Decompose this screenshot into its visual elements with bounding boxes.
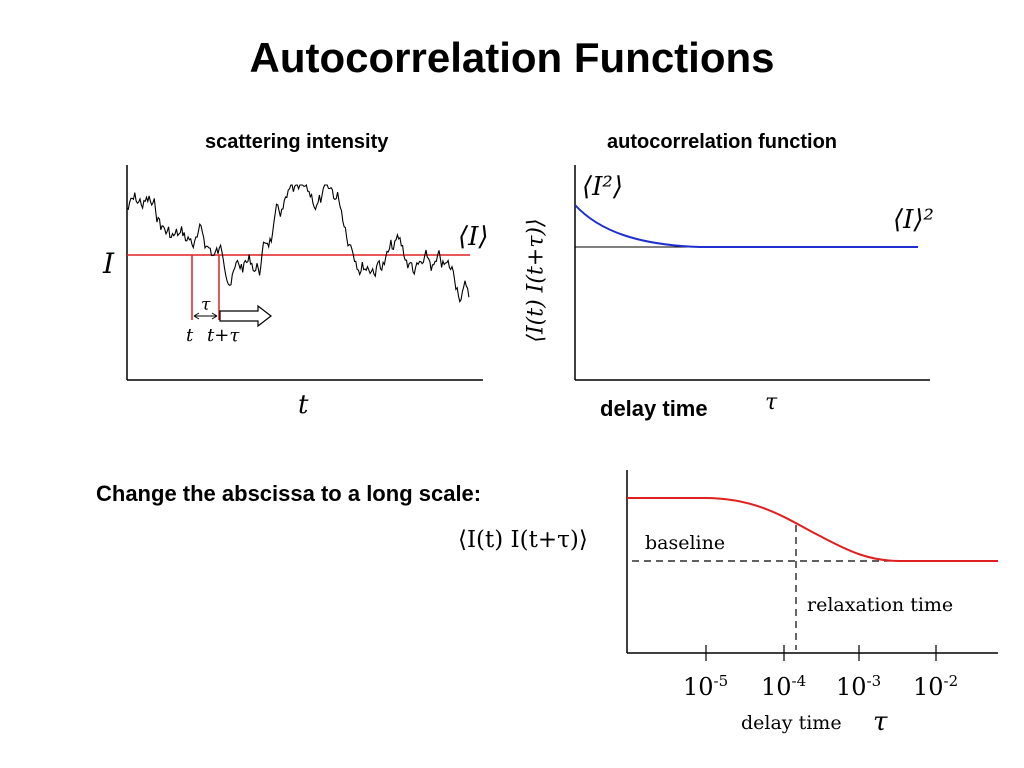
shift-arrow-icon (219, 304, 272, 328)
relaxation-time-label: relaxation time (807, 594, 954, 616)
left-axes (126, 165, 483, 381)
bottom-y-label: ⟨I(t) I(t+τ)⟩ (458, 527, 588, 553)
autocorrelation-curve (574, 204, 918, 248)
right-y-label: ⟨I(t) I(t+τ)⟩ (523, 218, 549, 343)
tick-label: 10-3 (836, 672, 882, 701)
bottom-axes (626, 470, 998, 661)
t-plus-tau-label: t+τ (207, 325, 240, 346)
tick-label: 10-2 (913, 672, 959, 701)
baseline-label: baseline (645, 532, 726, 554)
left-panel-title: scattering intensity (205, 131, 389, 153)
left-x-label: t (298, 390, 309, 420)
right-panel-title: autocorrelation function (607, 131, 837, 153)
mean-square-label: ⟨I²⟩ (582, 172, 623, 202)
t-label: t (186, 325, 194, 346)
intensity-signal (126, 183, 470, 304)
slide-title: Autocorrelation Functions (249, 34, 775, 81)
right-axes (574, 165, 930, 381)
tick-label: 10-5 (683, 672, 729, 701)
square-mean-label: ⟨I⟩² (893, 205, 934, 235)
bottom-x-tau-label: τ (873, 707, 888, 737)
right-x-tau-label: τ (765, 390, 778, 415)
time-markers (191, 255, 220, 320)
right-x-label: delay time (600, 396, 708, 421)
log-autocorrelation-curve (627, 497, 998, 562)
left-y-label: I (103, 247, 115, 280)
tau-label: τ (201, 295, 211, 315)
bottom-x-label: delay time (741, 712, 842, 734)
tick-label: 10-4 (761, 672, 807, 701)
mean-intensity-label: ⟨I⟩ (458, 222, 489, 252)
abscissa-note: Change the abscissa to a long scale: (96, 481, 482, 506)
